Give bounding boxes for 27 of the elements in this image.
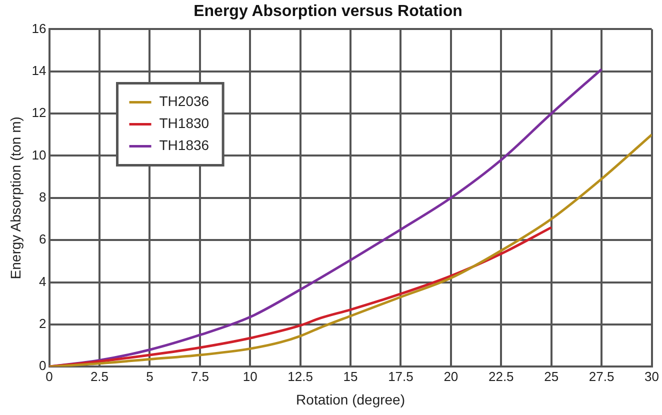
y-tick-label: 10 (32, 147, 46, 162)
y-axis-title: Energy Absorption (ton m) (7, 116, 24, 280)
y-tick-label: 16 (32, 20, 46, 36)
x-tick-label: 17.5 (388, 368, 414, 384)
x-tick-label: 27.5 (588, 368, 614, 384)
x-tick-label: 25 (544, 368, 559, 384)
x-tick-label: 22.5 (488, 368, 514, 384)
x-tick-label: 7.5 (190, 368, 209, 384)
legend-label: TH1830 (159, 115, 210, 132)
y-tick-label: 0 (39, 358, 46, 374)
x-axis-title: Rotation (degree) (296, 391, 405, 408)
legend-label: TH1836 (159, 137, 210, 154)
legend-label: TH2036 (159, 93, 210, 110)
x-tick-label: 5 (146, 368, 154, 384)
y-tick-label: 8 (39, 189, 46, 204)
x-tick-label: 20 (444, 368, 458, 384)
x-tick-label: 15 (343, 368, 358, 384)
y-tick-label: 14 (32, 62, 46, 78)
y-tick-label: 6 (39, 232, 46, 247)
x-tick-label: 30 (644, 368, 660, 384)
y-tick-label: 4 (39, 274, 46, 289)
y-tick-label: 2 (39, 316, 46, 332)
y-tick-label: 12 (32, 105, 46, 120)
x-tick-label: 12.5 (288, 368, 313, 384)
chart-title: Energy Absorption versus Rotation (194, 3, 462, 20)
x-tick-label: 10 (242, 368, 258, 384)
x-tick-label: 2.5 (90, 368, 109, 384)
